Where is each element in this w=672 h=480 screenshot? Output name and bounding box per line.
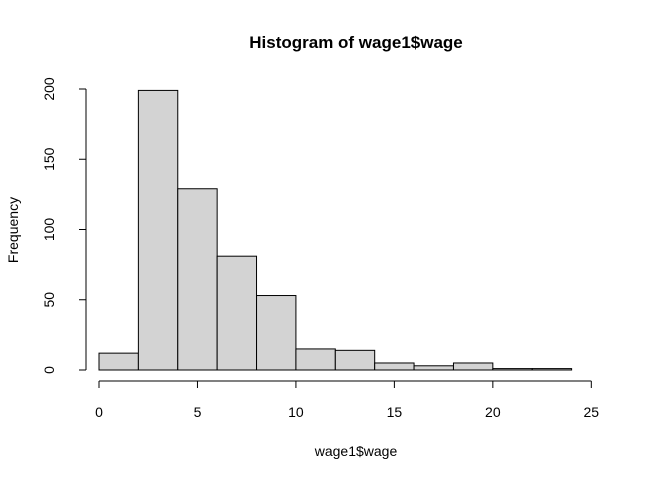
y-axis-label: Frequency <box>5 197 21 263</box>
x-tick-label-0: 0 <box>95 404 103 420</box>
y-tick-label-2: 100 <box>41 218 57 242</box>
x-axis-label: wage1$wage <box>314 443 398 459</box>
histogram-bar-8 <box>413 365 454 371</box>
histogram-bar-1 <box>137 89 179 371</box>
histogram-bar-11 <box>531 368 573 371</box>
histogram-bar-9 <box>452 362 494 371</box>
histogram-bar-3 <box>216 255 258 371</box>
x-tick-label-3: 15 <box>387 404 403 420</box>
x-tick-label-4: 20 <box>485 404 501 420</box>
bars-group <box>98 89 573 371</box>
x-axis: 0 5 10 15 20 25 <box>95 380 600 420</box>
histogram-bar-0 <box>98 352 139 371</box>
histogram-bar-10 <box>492 368 533 371</box>
y-tick-label-1: 50 <box>41 292 57 308</box>
y-tick-label-3: 150 <box>41 147 57 171</box>
histogram-bar-7 <box>374 362 415 371</box>
y-tick-label-0: 0 <box>41 366 57 374</box>
histogram-bar-5 <box>295 348 336 371</box>
y-tick-label-4: 200 <box>41 77 57 101</box>
histogram-bar-2 <box>177 188 218 371</box>
x-tick-label-2: 10 <box>288 404 304 420</box>
x-tick-label-1: 5 <box>194 404 202 420</box>
chart-title: Histogram of wage1$wage <box>249 33 463 52</box>
histogram-bar-6 <box>334 349 376 371</box>
y-axis: 0 50 100 150 200 <box>41 77 87 374</box>
x-tick-label-5: 25 <box>584 404 600 420</box>
histogram-bar-4 <box>256 295 297 371</box>
